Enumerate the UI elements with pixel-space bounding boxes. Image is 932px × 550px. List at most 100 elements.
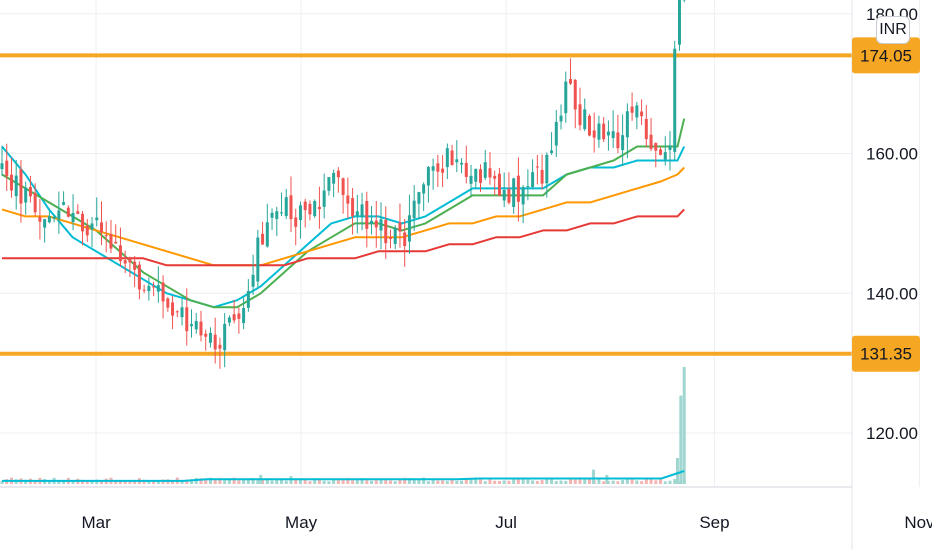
candle-body	[137, 264, 141, 290]
volume-bar	[33, 480, 37, 484]
volume-bar	[57, 480, 61, 484]
candle-body	[166, 298, 170, 308]
volume-bar	[540, 480, 544, 484]
volume-bar	[591, 469, 595, 484]
candle-body	[649, 134, 653, 149]
candle-body	[38, 217, 42, 222]
volume-bar	[512, 478, 516, 484]
candle-body	[398, 222, 402, 232]
volume-bar	[246, 478, 250, 484]
candle-body	[152, 286, 156, 288]
candle-body	[659, 149, 663, 155]
candle-body	[460, 162, 464, 165]
candle-body	[180, 307, 184, 318]
volume-bar	[426, 481, 430, 484]
volume-bar	[578, 478, 582, 484]
candle-body	[388, 237, 392, 240]
candle-body	[341, 178, 345, 195]
candle-body	[90, 223, 94, 230]
volume-bar	[644, 477, 648, 484]
volume-bar	[474, 479, 478, 484]
candle-body	[621, 135, 625, 151]
volume-bar	[559, 480, 563, 484]
candle-body	[185, 307, 189, 332]
candle-body	[76, 211, 80, 214]
candle-body	[407, 215, 411, 242]
candle-body	[317, 206, 321, 210]
currency-button[interactable]: INR	[876, 16, 910, 44]
candle-body	[379, 219, 383, 231]
price-badge-label: 174.05	[860, 46, 912, 65]
candle-body	[587, 115, 591, 136]
volume-bar	[218, 478, 222, 484]
volume-bar	[355, 478, 359, 484]
volume-bar	[507, 480, 511, 484]
volume-bar	[85, 481, 89, 484]
grid	[0, 0, 920, 487]
candle-body	[455, 159, 459, 163]
x-tick-label: Mar	[81, 513, 111, 532]
candle-body	[161, 282, 165, 302]
candle-body	[516, 175, 520, 202]
candle-body	[28, 187, 32, 197]
volume-bar	[0, 480, 4, 484]
volume-bar	[327, 481, 331, 484]
candle-body	[199, 321, 203, 336]
candle-body	[469, 175, 473, 184]
candle-body	[313, 201, 317, 217]
candle-body	[445, 148, 449, 168]
volume-bar	[313, 478, 317, 484]
volume-bar	[497, 480, 501, 484]
candle-body	[0, 163, 4, 170]
candle-body	[294, 217, 298, 227]
candle-body	[14, 175, 18, 197]
candle-body	[677, 0, 681, 45]
volume-bar	[261, 478, 265, 484]
volume-bar	[403, 477, 407, 484]
candle-body	[573, 79, 577, 110]
volume-bar	[640, 481, 644, 484]
volume-bar	[118, 480, 122, 484]
volume-bar	[47, 481, 51, 484]
candle-body	[569, 79, 573, 84]
volume-bar	[62, 480, 66, 484]
volume-bar	[213, 479, 217, 484]
volume-bar	[384, 480, 388, 484]
volume-bar	[152, 481, 156, 484]
candle-body	[583, 109, 587, 130]
candle-body	[327, 177, 331, 191]
candle-body	[284, 197, 288, 217]
candle-body	[52, 216, 56, 219]
candle-body	[597, 123, 601, 140]
volume-bar	[370, 480, 374, 484]
candle-body	[464, 162, 468, 177]
candle-body	[550, 150, 554, 153]
volume-bar	[156, 480, 160, 484]
candle-body	[261, 233, 265, 245]
candle-body	[488, 168, 492, 178]
volume-bar	[675, 458, 679, 484]
price-badge	[852, 335, 920, 372]
candle-body	[237, 313, 241, 319]
candle-body	[66, 207, 70, 217]
volume-bar	[265, 478, 269, 484]
candle-body	[242, 308, 246, 324]
y-tick-label: 120.00	[866, 424, 918, 443]
volume-bar	[398, 479, 402, 484]
candle-body	[265, 222, 269, 247]
volume-bar	[550, 478, 554, 484]
candle-body	[213, 334, 217, 350]
volume-bar	[284, 480, 288, 484]
candle-body	[156, 285, 160, 292]
volume-bar	[441, 480, 445, 484]
candle-body	[208, 332, 212, 343]
candle-body	[289, 195, 293, 220]
x-tick-label: Jul	[495, 513, 517, 532]
volume-bar	[171, 481, 175, 484]
candle-body	[95, 217, 99, 221]
volume-bar	[346, 478, 350, 484]
volume-bar	[294, 479, 298, 484]
candle-body	[436, 163, 440, 172]
volume-bar	[133, 479, 137, 484]
